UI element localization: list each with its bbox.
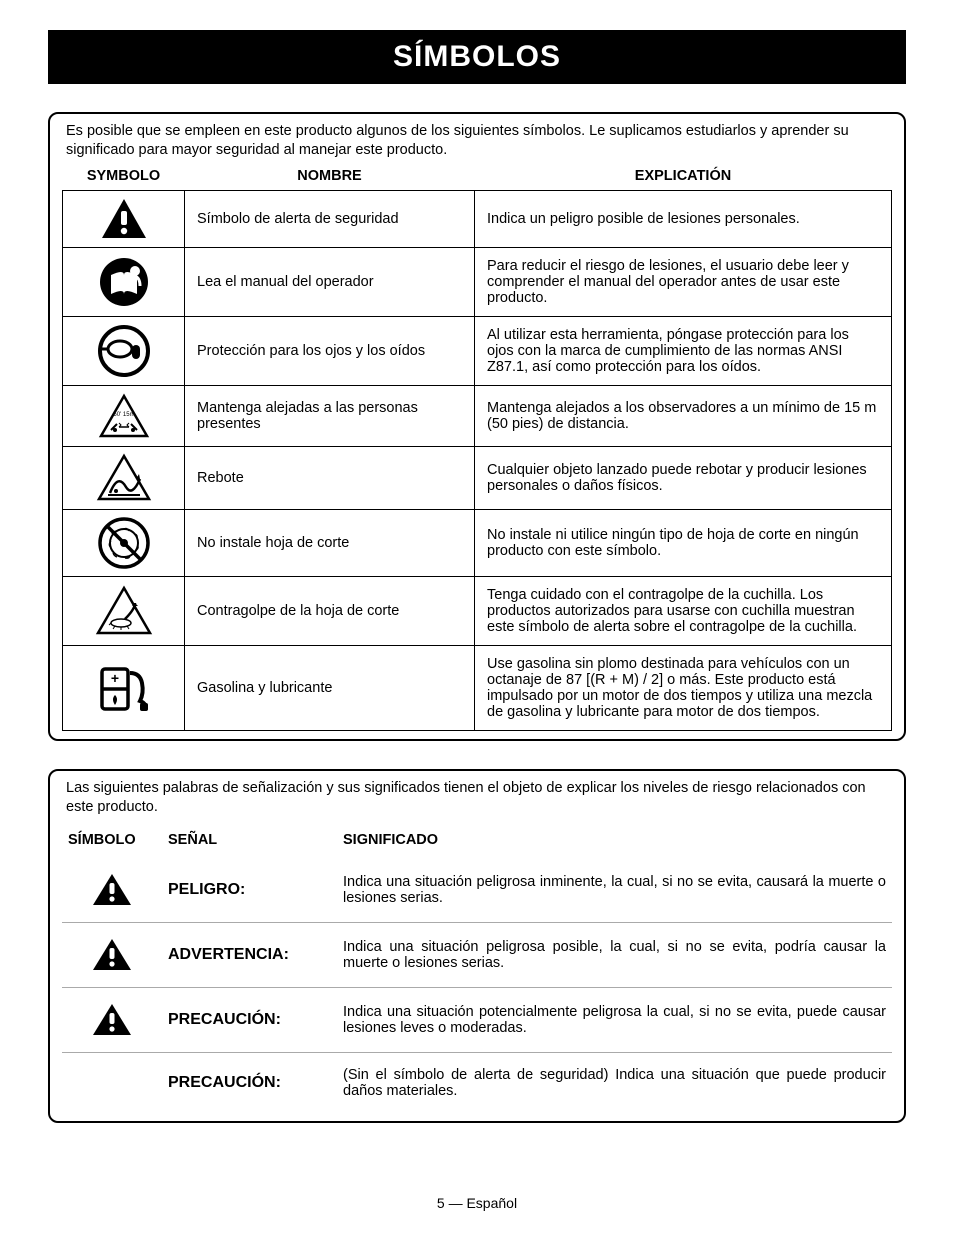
fuel-lubricant-icon: +: [63, 645, 185, 730]
signal-meaning: Indica una situación peligrosa inminente…: [337, 858, 892, 923]
header-explanation: EXPLICATIÓN: [475, 164, 892, 191]
signal-header-row: SÍMBOLO SEÑAL SIGNIFICADO: [62, 820, 892, 858]
page-title: SÍMBOLOS: [48, 30, 906, 84]
blade-thrust-icon: [63, 576, 185, 645]
danger-icon: [62, 858, 162, 923]
signal-meaning: (Sin el símbolo de alerta de seguridad) …: [337, 1053, 892, 1114]
symbol-name: Símbolo de alerta de seguridad: [185, 190, 475, 247]
safety-alert-icon: [63, 190, 185, 247]
eye-ear-protection-icon: [63, 316, 185, 385]
table-row: 50' 15m Mantenga alejadas a las personas…: [63, 385, 892, 446]
symbol-name: Protección para los ojos y los oídos: [185, 316, 475, 385]
header-symbol: SÍMBOLO: [62, 820, 162, 858]
svg-text:50' 15m: 50' 15m: [113, 412, 134, 418]
no-blade-icon: [63, 509, 185, 576]
signal-word: PELIGRO:: [162, 858, 337, 923]
header-symbol: SYMBOLO: [63, 164, 185, 191]
symbol-name: Gasolina y lubricante: [185, 645, 475, 730]
keep-bystanders-away-icon: 50' 15m: [63, 385, 185, 446]
svg-text:+: +: [110, 670, 118, 686]
caution-icon: [62, 988, 162, 1053]
table-row: Símbolo de alerta de seguridad Indica un…: [63, 190, 892, 247]
table-row: PRECAUCIÓN: Indica una situación potenci…: [62, 988, 892, 1053]
signal-word: PRECAUCIÓN:: [162, 988, 337, 1053]
signal-words-box: Las siguientes palabras de señalización …: [48, 769, 906, 1124]
symbol-explanation: Use gasolina sin plomo destinada para ve…: [475, 645, 892, 730]
read-manual-icon: [63, 247, 185, 316]
symbols-header-row: SYMBOLO NOMBRE EXPLICATIÓN: [63, 164, 892, 191]
signal-meaning: Indica una situación peligrosa posible, …: [337, 923, 892, 988]
symbol-name: Lea el manual del operador: [185, 247, 475, 316]
warning-icon: [62, 923, 162, 988]
table-row: Rebote Cualquier objeto lanzado puede re…: [63, 446, 892, 509]
symbol-name: Mantenga alejadas a las personas present…: [185, 385, 475, 446]
symbol-name: No instale hoja de corte: [185, 509, 475, 576]
page-footer: 5 — Español: [0, 1195, 954, 1211]
table-row: PELIGRO: Indica una situación peligrosa …: [62, 858, 892, 923]
signal-meaning: Indica una situación potencialmente peli…: [337, 988, 892, 1053]
symbol-explanation: Mantenga alejados a los observadores a u…: [475, 385, 892, 446]
table-row: Contragolpe de la hoja de corte Tenga cu…: [63, 576, 892, 645]
signal-table: SÍMBOLO SEÑAL SIGNIFICADO PELIGRO: Indic…: [62, 820, 892, 1113]
table-row: Lea el manual del operador Para reducir …: [63, 247, 892, 316]
symbols-table: SYMBOLO NOMBRE EXPLICATIÓN Símbolo de al…: [62, 164, 892, 731]
header-signal: SEÑAL: [162, 820, 337, 858]
signal-intro: Las siguientes palabras de señalización …: [62, 779, 892, 821]
symbol-name: Rebote: [185, 446, 475, 509]
symbols-table-box: Es posible que se empleen en este produc…: [48, 112, 906, 741]
table-row: Protección para los ojos y los oídos Al …: [63, 316, 892, 385]
symbols-intro: Es posible que se empleen en este produc…: [62, 122, 892, 164]
table-row: PRECAUCIÓN: (Sin el símbolo de alerta de…: [62, 1053, 892, 1114]
symbol-explanation: Al utilizar esta herramienta, póngase pr…: [475, 316, 892, 385]
signal-word: PRECAUCIÓN:: [162, 1053, 337, 1114]
table-row: No instale hoja de corte No instale ni u…: [63, 509, 892, 576]
table-row: ADVERTENCIA: Indica una situación peligr…: [62, 923, 892, 988]
no-icon: [62, 1053, 162, 1114]
table-row: + Gasolina y lubricante Use gasolina sin…: [63, 645, 892, 730]
symbol-explanation: No instale ni utilice ningún tipo de hoj…: [475, 509, 892, 576]
ricochet-icon: [63, 446, 185, 509]
symbol-explanation: Indica un peligro posible de lesiones pe…: [475, 190, 892, 247]
signal-word: ADVERTENCIA:: [162, 923, 337, 988]
symbol-name: Contragolpe de la hoja de corte: [185, 576, 475, 645]
symbol-explanation: Para reducir el riesgo de lesiones, el u…: [475, 247, 892, 316]
header-name: NOMBRE: [185, 164, 475, 191]
symbol-explanation: Cualquier objeto lanzado puede rebotar y…: [475, 446, 892, 509]
symbol-explanation: Tenga cuidado con el contragolpe de la c…: [475, 576, 892, 645]
header-meaning: SIGNIFICADO: [337, 820, 892, 858]
